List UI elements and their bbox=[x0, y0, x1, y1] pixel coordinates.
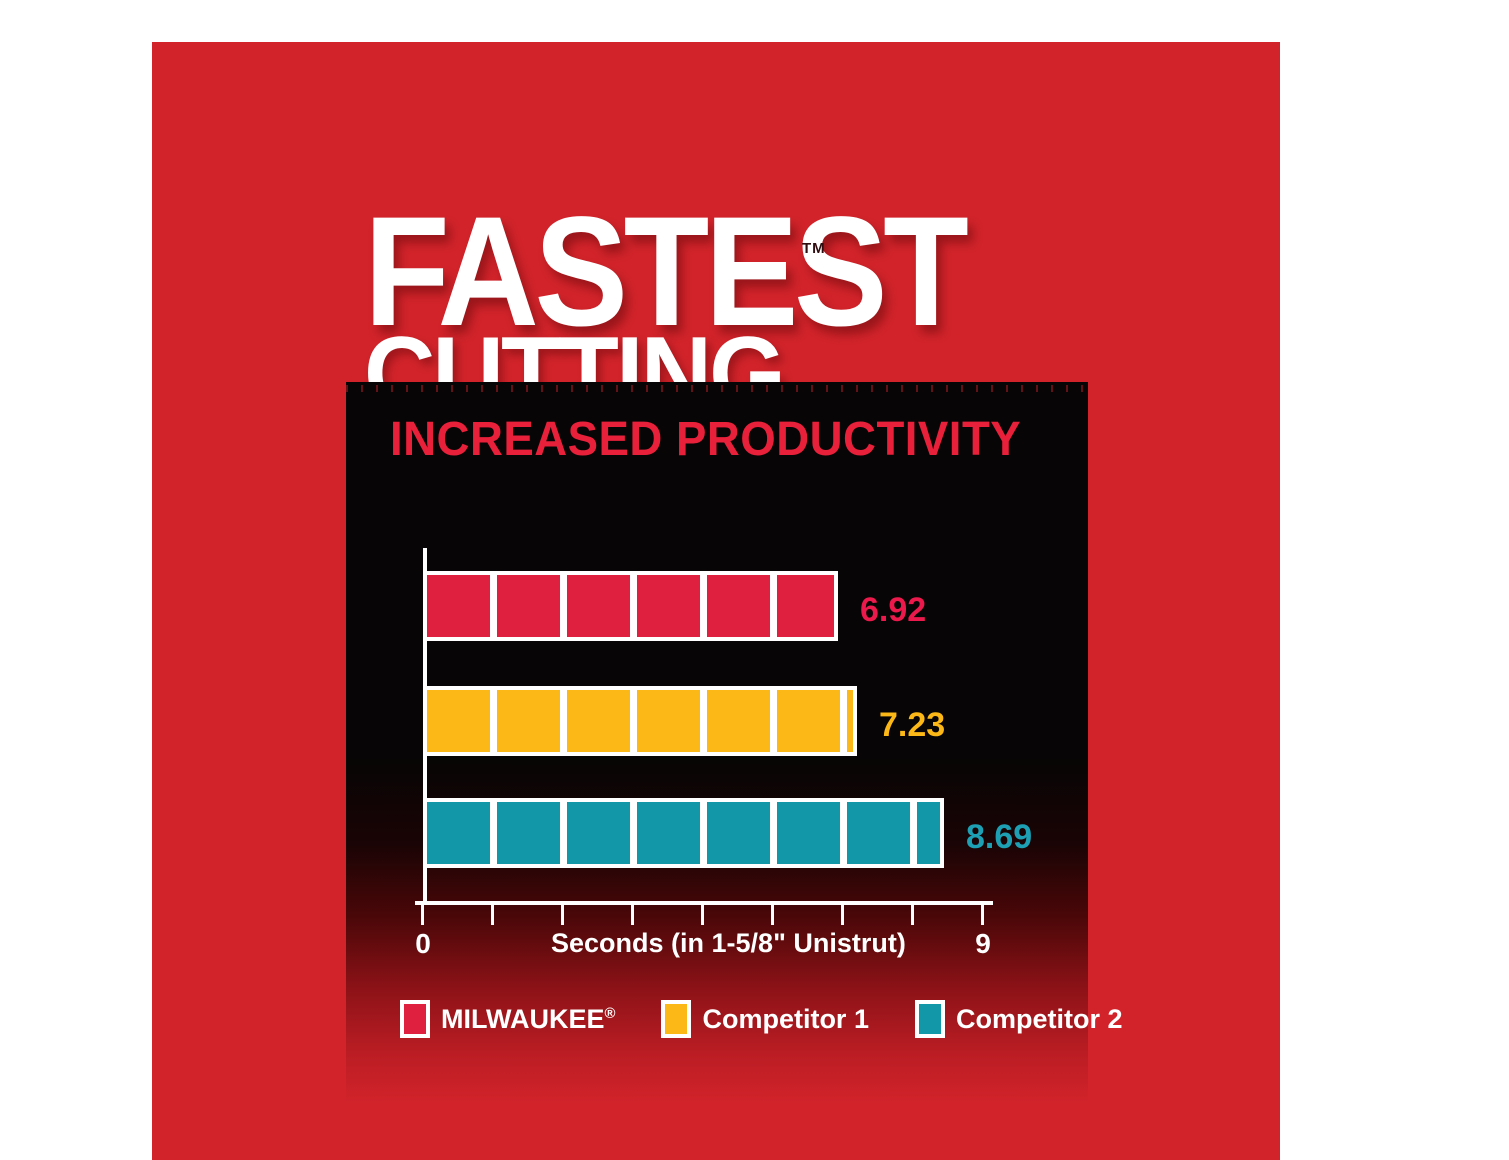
legend: MILWAUKEE® Competitor 1 Competitor 2 bbox=[400, 1000, 1122, 1038]
chart-title: INCREASED PRODUCTIVITY bbox=[390, 413, 1022, 466]
x-axis-tick bbox=[771, 905, 774, 925]
x-axis-label-min: 0 bbox=[415, 928, 431, 959]
headline-fastest: FASTEST bbox=[364, 185, 969, 359]
legend-item-competitor-1: Competitor 1 bbox=[661, 1000, 869, 1038]
value-label-competitor-1: 7.23 bbox=[879, 706, 946, 744]
x-axis-line bbox=[415, 901, 993, 905]
legend-swatch-milwaukee bbox=[400, 1000, 430, 1038]
chart-panel: INCREASED PRODUCTIVITY 0 9 Seconds (in 1… bbox=[346, 382, 1088, 1104]
legend-item-milwaukee: MILWAUKEE® bbox=[400, 1000, 615, 1038]
legend-item-competitor-2: Competitor 2 bbox=[914, 1000, 1123, 1038]
legend-label-competitor-2: Competitor 2 bbox=[955, 1003, 1123, 1034]
x-axis-tick bbox=[841, 905, 844, 925]
legend-label-milwaukee: MILWAUKEE® bbox=[441, 1003, 616, 1034]
x-axis-tick bbox=[561, 905, 564, 925]
bar-competitor-2 bbox=[423, 798, 944, 868]
x-axis-title: Seconds (in 1-5/8" Unistrut) bbox=[551, 928, 906, 958]
legend-label-competitor-1: Competitor 1 bbox=[702, 1003, 869, 1034]
x-axis-label-max: 9 bbox=[975, 928, 991, 959]
x-axis-tick bbox=[911, 905, 914, 925]
x-axis-tick bbox=[631, 905, 634, 925]
bar-competitor-1 bbox=[423, 686, 857, 756]
trademark-symbol: TM bbox=[802, 240, 826, 257]
x-axis-tick bbox=[981, 905, 984, 925]
legend-swatch-competitor-2 bbox=[914, 1000, 945, 1038]
value-label-competitor-2: 8.69 bbox=[966, 818, 1033, 856]
bar-milwaukee bbox=[423, 571, 838, 641]
red-canvas: FASTEST TM CUTTING INCREASED PRODUCTIVIT… bbox=[152, 42, 1280, 1160]
legend-swatch-competitor-1 bbox=[661, 1000, 692, 1038]
x-axis-tick bbox=[701, 905, 704, 925]
x-axis-tick bbox=[491, 905, 494, 925]
value-label-milwaukee: 6.92 bbox=[860, 591, 927, 629]
registered-mark: ® bbox=[604, 1005, 616, 1022]
plot-area: 0 9 Seconds (in 1-5/8" Unistrut) 6.92 7.2… bbox=[346, 382, 1088, 1104]
x-axis-tick bbox=[421, 905, 424, 925]
